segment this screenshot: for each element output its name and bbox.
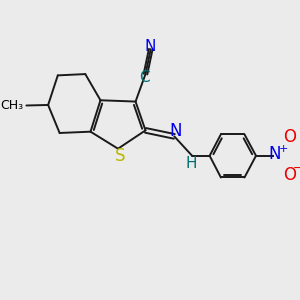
Text: CH₃: CH₃ bbox=[1, 99, 24, 112]
Text: C: C bbox=[139, 70, 149, 85]
Text: N: N bbox=[268, 146, 281, 164]
Text: −: − bbox=[293, 162, 300, 175]
Text: +: + bbox=[279, 144, 288, 154]
Text: H: H bbox=[185, 156, 196, 171]
Text: O: O bbox=[283, 128, 296, 146]
Text: S: S bbox=[115, 147, 125, 165]
Text: O: O bbox=[283, 166, 296, 184]
Text: N: N bbox=[144, 39, 155, 54]
Text: N: N bbox=[169, 122, 182, 140]
